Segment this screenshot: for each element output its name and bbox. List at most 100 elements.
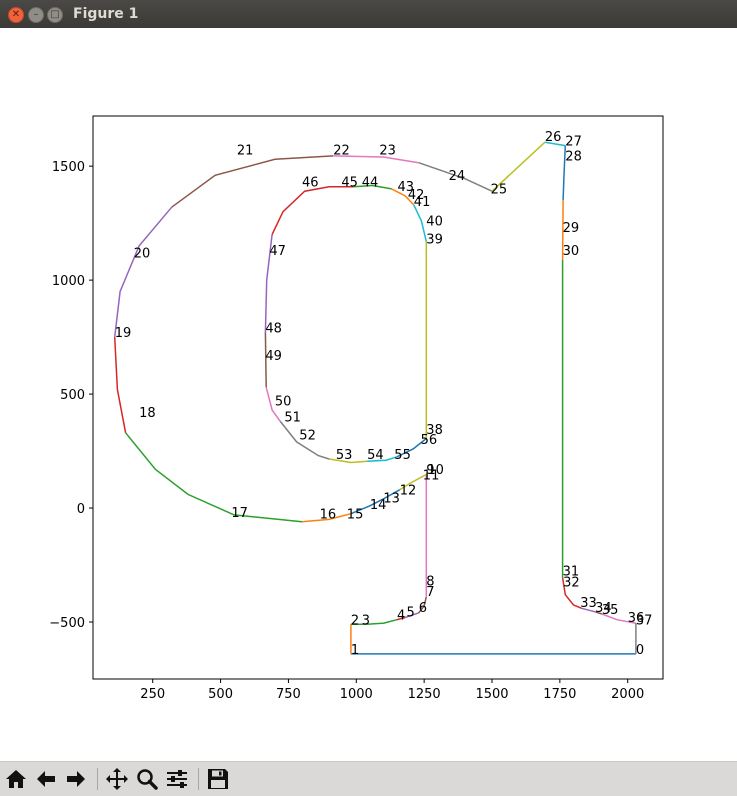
point-label-38: 38 [426,423,443,438]
segment-49-51 [265,387,281,422]
arrow-right-icon [67,771,85,787]
point-label-2: 2 [351,613,359,628]
segment-35-37 [601,613,637,624]
point-label-28: 28 [565,149,582,164]
segment-19-21 [113,206,173,338]
configure-subplots-button[interactable] [164,766,190,792]
segment-54-55 [367,456,398,463]
point-label-34: 34 [595,601,612,616]
line-segments [113,141,637,655]
point-label-17: 17 [231,506,248,521]
y-tick-label: 0 [77,502,85,517]
point-label-13: 13 [383,491,400,506]
segment-12-15 [350,489,401,515]
pan-button[interactable] [104,766,130,792]
point-label-4: 4 [397,609,405,624]
point-label-24: 24 [449,169,466,184]
point-label-49: 49 [265,349,282,364]
point-label-47: 47 [269,244,286,259]
segment-53-54 [328,458,368,464]
point-label-11: 11 [423,469,440,484]
point-label-14: 14 [370,498,387,513]
forward-button[interactable] [63,766,89,792]
save-button[interactable] [205,766,231,792]
x-axis-ticks: 250 500 750 1000 1250 1500 1750 2000 [140,679,644,702]
point-label-50: 50 [275,395,292,410]
point-label-21: 21 [237,144,254,159]
maximize-window-button[interactable]: □ [47,7,63,23]
point-label-51: 51 [284,410,301,425]
point-label-1: 1 [351,643,359,658]
y-tick-label: 500 [60,388,85,403]
point-label-40: 40 [426,214,443,229]
maximize-icon: □ [50,9,60,20]
segment-45-47 [271,185,354,235]
point-label-26: 26 [545,130,562,145]
segment-43-45 [353,184,392,190]
segment-26-27 [544,141,566,147]
segment-33-34 [581,607,596,613]
x-tick-label: 500 [208,687,233,702]
segment-6-7 [418,596,428,614]
point-label-45: 45 [341,176,358,191]
point-label-6: 6 [419,601,427,616]
point-label-36: 36 [628,611,645,626]
point-label-0: 0 [636,643,644,658]
minimize-window-button[interactable]: – [28,7,44,23]
y-tick-label: 1500 [52,160,85,175]
point-label-37: 37 [636,613,653,628]
point-label-18: 18 [139,406,156,421]
point-label-33: 33 [580,596,597,611]
point-label-41: 41 [414,195,431,210]
point-label-31: 31 [563,564,580,579]
point-label-46: 46 [302,176,319,191]
point-label-53: 53 [336,448,353,463]
y-tick-label: 1000 [52,274,85,289]
figure-canvas[interactable]: 0 1 2 3 4 5 6 7 8 9 10 11 12 13 14 15 16 17 18 19 20 21 22 23 24… [0,28,737,761]
x-tick-label: 2000 [611,687,644,702]
segment-18-19 [113,337,127,433]
point-label-54: 54 [367,448,384,463]
point-label-20: 20 [134,246,151,261]
point-label-7: 7 [426,585,434,600]
zoom-button[interactable] [134,766,160,792]
point-label-42: 42 [408,188,425,203]
segment-3-4 [367,618,398,626]
point-label-15: 15 [347,507,364,522]
point-label-55: 55 [394,448,411,463]
back-button[interactable] [33,766,59,792]
point-label-9: 9 [426,463,434,478]
segment-16-18 [125,432,303,523]
point-label-27: 27 [565,135,582,150]
sliders-icon [167,770,187,788]
x-tick-label: 1000 [340,687,373,702]
home-icon [6,770,26,788]
point-label-48: 48 [265,322,282,337]
navigation-toolbar [0,761,737,796]
segment-34-35 [594,611,603,615]
close-window-button[interactable]: ✕ [8,7,24,23]
point-label-25: 25 [491,183,508,198]
point-label-44: 44 [362,176,379,191]
arrow-left-icon [37,771,55,787]
move-icon [106,768,128,790]
point-label-10: 10 [427,463,444,478]
point-label-22: 22 [333,144,350,159]
segment-47-48 [264,234,273,333]
segment-39-41 [413,204,428,242]
x-tick-label: 1500 [475,687,508,702]
segment-25-26 [491,141,546,192]
y-tick-label: −500 [49,616,85,631]
segment-10-12 [399,473,428,491]
x-tick-label: 1750 [543,687,576,702]
point-label-19: 19 [115,326,132,341]
magnifier-icon [137,769,158,790]
point-label-43: 43 [398,180,415,195]
window-titlebar: ✕ – □ Figure 1 [0,0,737,28]
home-button[interactable] [3,766,29,792]
point-label-16: 16 [320,507,337,522]
point-label-5: 5 [407,605,415,620]
x-tick-label: 250 [140,687,165,702]
